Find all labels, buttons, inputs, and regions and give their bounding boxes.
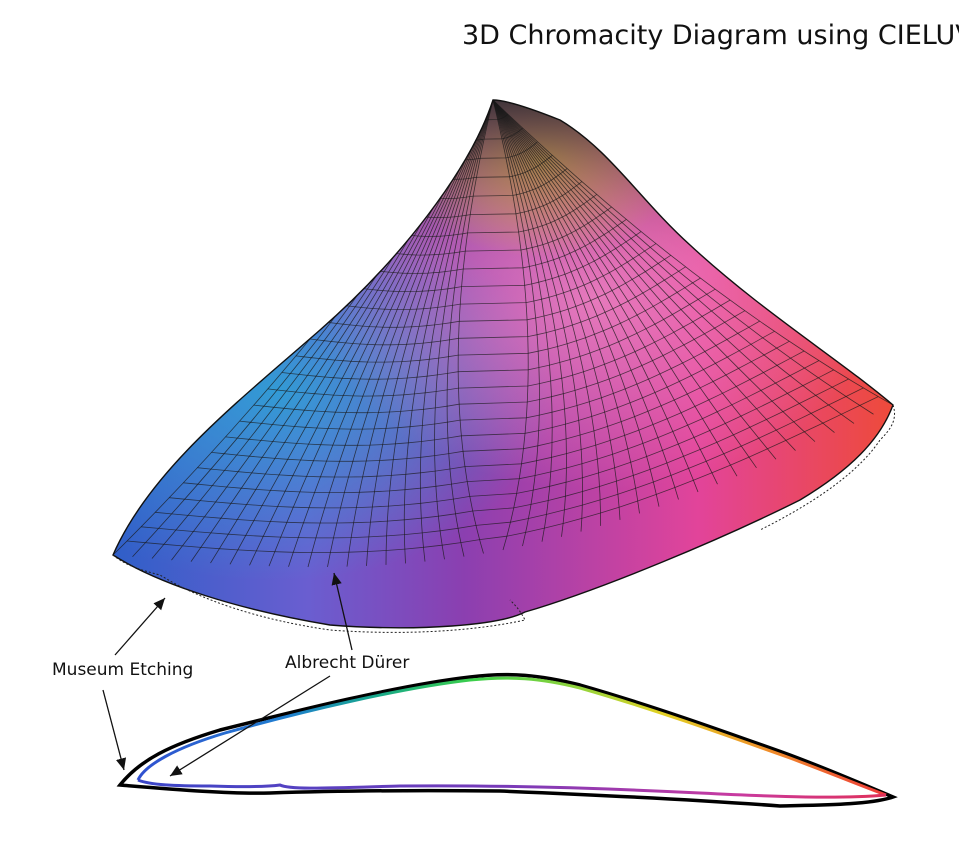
mesh-parallel	[127, 396, 879, 553]
figure-title: 3D Chromacity Diagram using CIELUV	[462, 20, 959, 51]
mesh-parallel	[366, 219, 627, 274]
mesh-meridian	[492, 100, 553, 542]
mesh-meridian	[492, 100, 583, 532]
mesh-parallel	[225, 330, 775, 446]
mesh-parallel	[352, 231, 642, 293]
dark-apex-region	[113, 100, 893, 628]
albrecht-durer-label: Albrecht Dürer	[285, 653, 410, 673]
solid-outline	[112, 99, 894, 629]
mesh-parallel	[169, 369, 834, 509]
mesh-meridian	[492, 100, 777, 460]
mesh-meridian	[346, 100, 494, 567]
mesh-parallel	[295, 277, 701, 363]
arrow-museum-etching-bottom	[102, 689, 127, 771]
cieluv-solid	[112, 99, 895, 633]
mesh-meridian	[492, 100, 835, 433]
mesh-meridian	[434, 100, 494, 560]
mesh-parallel	[211, 340, 790, 462]
mesh-meridian	[492, 100, 874, 415]
mesh-meridian	[492, 100, 567, 537]
albrecht-durer-upper-locus	[136, 676, 887, 797]
mesh-meridian	[492, 100, 718, 485]
mesh-meridian	[492, 100, 660, 507]
museum-etching-label: Museum Etching	[52, 660, 194, 680]
mesh-parallel	[253, 310, 746, 414]
arrow-albrecht-durer-top	[331, 572, 353, 651]
mesh-parallel	[267, 299, 731, 397]
mesh-meridian	[366, 100, 494, 566]
mesh-meridian	[492, 100, 601, 526]
mesh-skirt-right	[759, 404, 895, 531]
mesh-parallel	[155, 378, 849, 524]
mesh-parallel	[141, 387, 864, 539]
mesh-parallel	[281, 288, 716, 380]
mesh-meridian	[327, 100, 494, 568]
albrecht-durer-lower-line	[137, 778, 887, 799]
museum-etching-outline	[116, 672, 898, 808]
mesh-meridian	[492, 100, 855, 424]
mesh-meridian	[419, 100, 494, 562]
mesh-meridian	[492, 100, 679, 500]
mesh-meridian	[492, 100, 699, 493]
chromaticity-outlines	[116, 672, 898, 808]
mesh-parallel	[380, 206, 612, 256]
mesh-parallel	[338, 243, 657, 311]
mesh-meridian	[492, 100, 757, 469]
mesh-meridian	[492, 100, 540, 547]
mesh-parallel	[309, 266, 686, 346]
mesh-meridian	[492, 100, 640, 514]
mesh-parallel	[324, 254, 672, 328]
mesh-meridian	[492, 100, 893, 406]
mesh-meridian	[492, 100, 621, 520]
mesh-parallel	[239, 320, 760, 430]
arrow-albrecht-durer-bottom	[169, 675, 331, 777]
mesh-parallel	[394, 194, 597, 237]
mesh-parallel	[183, 360, 820, 494]
mesh-parallel	[197, 350, 805, 478]
mesh-meridian	[492, 100, 738, 477]
mesh-meridian	[492, 100, 816, 442]
mesh-meridian	[492, 100, 529, 551]
mesh-meridian	[492, 100, 796, 451]
mesh-meridian	[446, 100, 494, 557]
arrow-museum-etching-top	[114, 597, 166, 656]
mesh-meridian	[385, 100, 494, 565]
mesh-meridian	[457, 100, 494, 554]
mesh-meridian	[403, 100, 494, 564]
annotation-arrows	[102, 572, 353, 777]
